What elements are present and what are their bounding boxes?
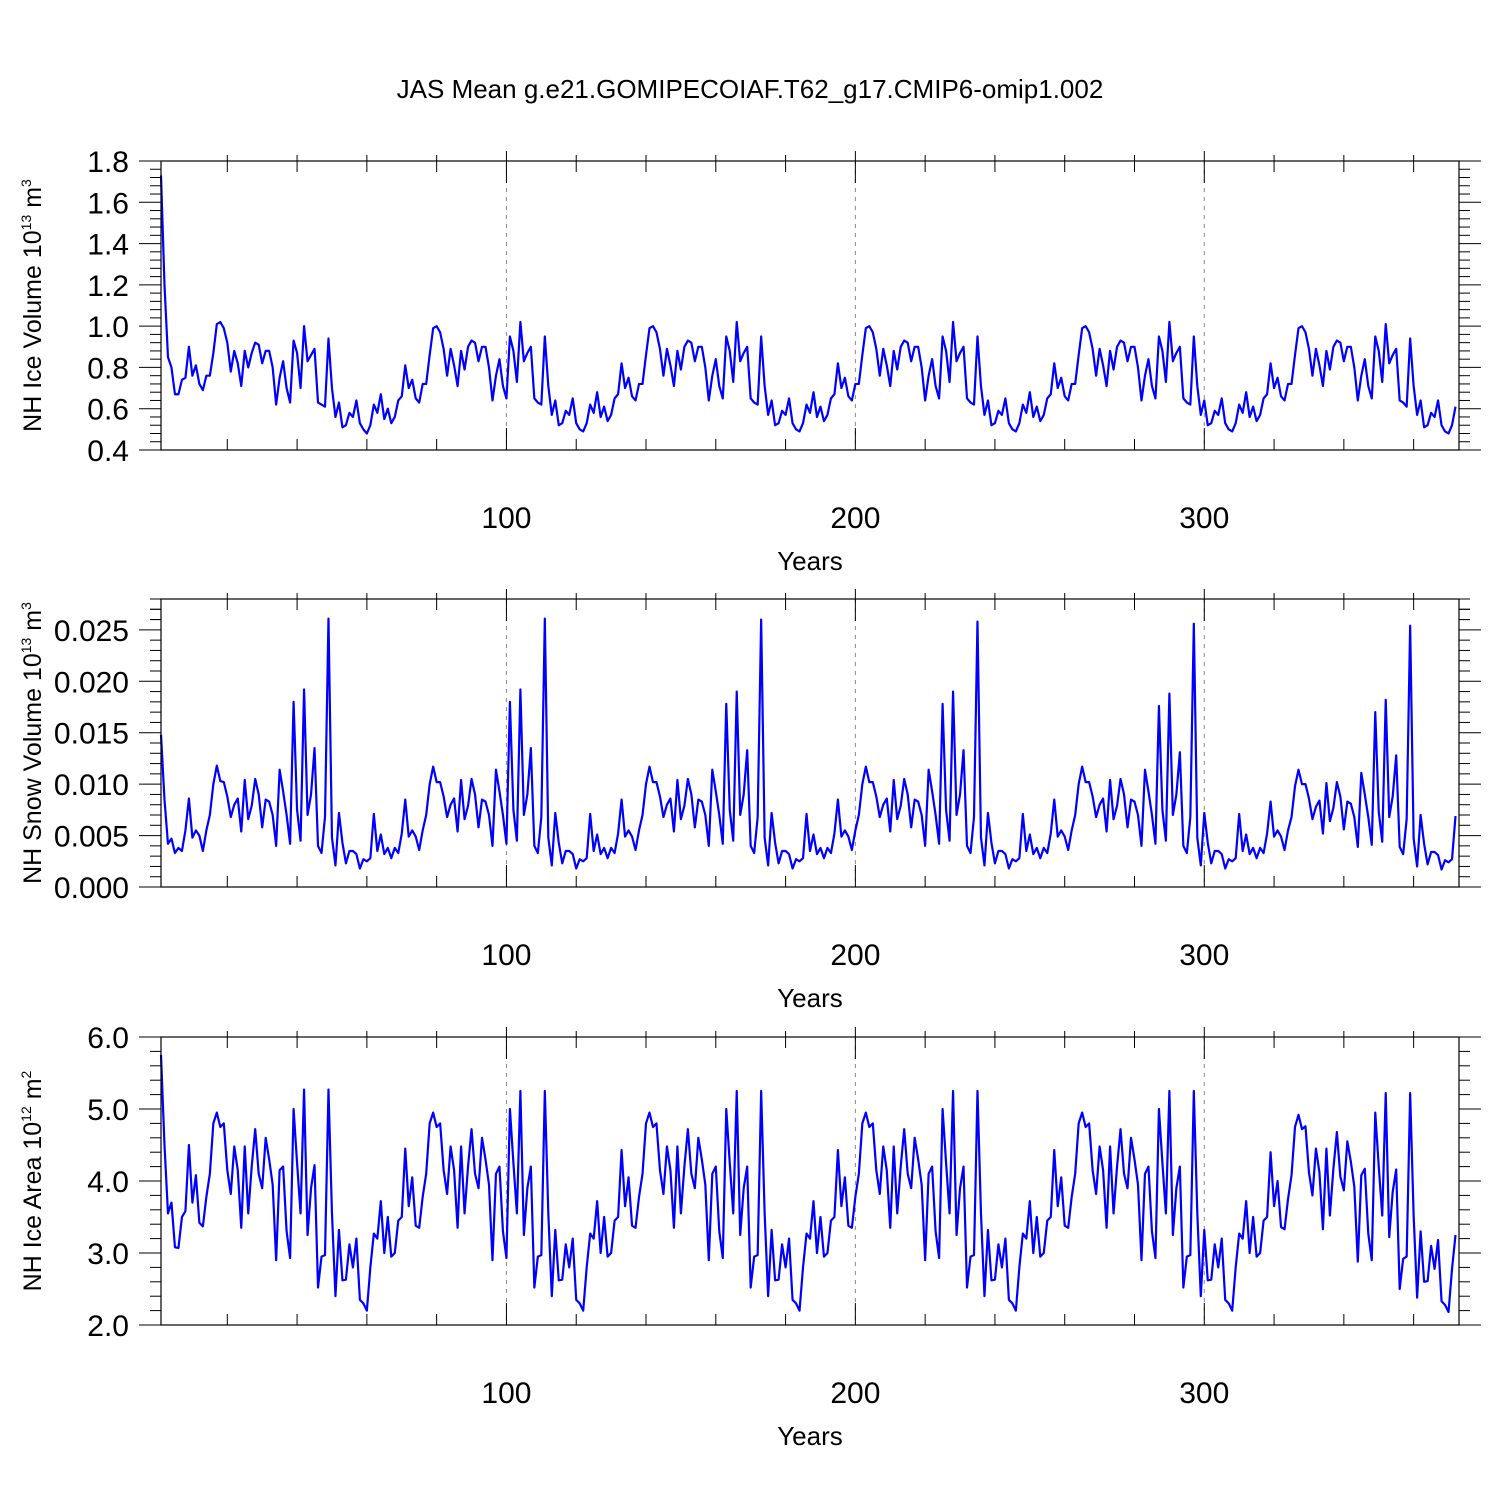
p0-y-tick-label: 1.4 (87, 229, 129, 262)
p0-x-axis-label: Years (777, 546, 843, 576)
p2-y-tick-label: 6.0 (87, 1022, 129, 1055)
p1-y-axis-label: NH Snow Volume 1013 m3 (18, 602, 47, 884)
p1-y-tick-label: 0.010 (54, 769, 129, 802)
p1-y-tick-label: 0.015 (54, 718, 129, 751)
p1-x-axis-label: Years (777, 983, 843, 1013)
p0-y-tick-label: 1.0 (87, 311, 129, 344)
p2-y-tick-label: 2.0 (87, 1310, 129, 1343)
p0-y-tick-label: 1.8 (87, 146, 129, 179)
p0-series-line (159, 175, 1457, 435)
p2-x-tick-label: 300 (1179, 1377, 1229, 1410)
panel-ice-area: 100 200 300 2.0 3.0 4.0 5.0 6.0 Years NH Ice Area… (18, 1022, 1481, 1451)
p1-y-tick-label: 0.005 (54, 821, 129, 854)
p1-plot-frame (160, 598, 1460, 888)
p0-y-tick-label: 1.2 (87, 270, 129, 303)
p2-x-tick-label: 100 (481, 1377, 531, 1410)
p1-y-tick-label: 0.020 (54, 666, 129, 699)
p0-plot-frame (160, 160, 1460, 451)
p1-x-tick-label: 300 (1179, 939, 1229, 972)
p1-y-tick-label: 0.025 (54, 615, 129, 648)
p0-x-tick-label: 200 (830, 502, 880, 535)
figure-title: JAS Mean g.e21.GOMIPECOIAF.T62_g17.CMIP6… (397, 74, 1104, 104)
panel-snow-volume: 100 200 300 0.000 0.005 0.010 0.015 0.020 0.025 Y… (18, 589, 1481, 1013)
panel-ice-volume: 100 200 300 0.4 0.6 0.8 1.0 1.2 1.4 1.6 1.8 Years NH… (18, 146, 1481, 576)
p2-plot-frame (160, 1036, 1460, 1326)
p0-y-tick-label: 0.4 (87, 435, 129, 468)
p1-y-tick-label: 0.000 (54, 872, 129, 905)
p0-x-tick-label: 100 (481, 502, 531, 535)
p2-y-axis-label: NH Ice Area 1012 m2 (18, 1070, 47, 1291)
p0-y-tick-label: 0.8 (87, 352, 129, 385)
p2-x-tick-label: 200 (830, 1377, 880, 1410)
p2-x-axis-label: Years (777, 1421, 843, 1451)
p2-y-tick-label: 4.0 (87, 1166, 129, 1199)
p1-x-tick-label: 100 (481, 939, 531, 972)
p2-y-tick-label: 3.0 (87, 1238, 129, 1271)
p2-y-tick-label: 5.0 (87, 1094, 129, 1127)
p1-x-tick-label: 200 (830, 939, 880, 972)
p0-y-tick-label: 0.6 (87, 394, 129, 427)
p0-y-axis-label: NH Ice Volume 1013 m3 (18, 179, 47, 432)
p2-series-line (159, 1054, 1457, 1314)
p0-y-tick-label: 1.6 (87, 187, 129, 220)
p1-series-line (159, 617, 1457, 871)
p0-x-tick-label: 300 (1179, 502, 1229, 535)
